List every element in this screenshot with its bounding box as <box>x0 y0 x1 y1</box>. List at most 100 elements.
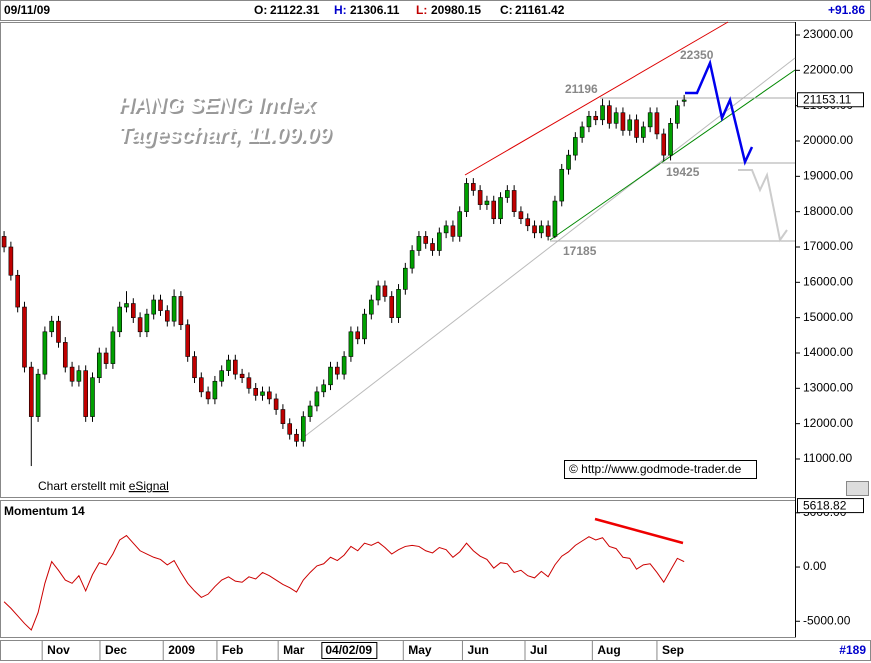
time-bar <box>0 640 871 661</box>
candle-body <box>586 115 592 128</box>
candle-body <box>566 154 571 170</box>
candle-body <box>130 303 136 318</box>
candle-body <box>90 377 95 417</box>
scale-icon[interactable] <box>846 481 869 496</box>
candle-body <box>464 183 469 212</box>
candle-body <box>634 119 639 138</box>
candle-body <box>661 133 667 156</box>
candle-body <box>613 112 619 124</box>
candle-body <box>341 356 347 375</box>
candle-body <box>280 409 286 424</box>
subtitle: Tageschart, 11.09.09 <box>118 122 332 147</box>
candle-body <box>443 225 449 234</box>
y-tick-label: 12000.00 <box>803 416 853 430</box>
x-tick-label: 2009 <box>168 643 195 657</box>
candle-body <box>505 190 510 198</box>
candle-body <box>396 289 401 318</box>
candle-body <box>416 236 422 251</box>
subtitle-shadow: Tageschart, 11.09.09 <box>120 124 334 149</box>
candle-body <box>552 200 558 237</box>
candle-body <box>8 246 14 276</box>
candle-body <box>56 320 61 343</box>
momentum-line <box>3 534 685 631</box>
y-tick-label: 20000.00 <box>803 133 853 147</box>
y-tick-label: 14000.00 <box>803 345 853 359</box>
candle-body <box>518 211 524 220</box>
candle-body <box>15 274 20 308</box>
header-open: 21122.31 <box>270 3 320 17</box>
candle-body <box>545 225 551 237</box>
title-shadow: HANG SENG Index <box>120 94 318 119</box>
y-tick-label: 15000.00 <box>803 310 853 324</box>
candle-body <box>1 236 7 248</box>
candle-body <box>375 285 381 301</box>
candle-body <box>144 313 150 333</box>
credit-link: eSignal <box>129 479 169 493</box>
header-high: 21306.11 <box>350 3 400 17</box>
candle-body <box>239 373 245 379</box>
watermark: © http://www.godmode-trader.de <box>569 462 742 476</box>
candle-body <box>314 391 320 407</box>
candle-body <box>484 200 490 205</box>
candle-body <box>593 115 599 121</box>
y-tick-label: -5000.00 <box>803 613 851 627</box>
candle-body <box>62 342 68 368</box>
candle-body <box>301 416 306 442</box>
candle-body <box>219 370 225 382</box>
x-tick-label: Dec <box>105 643 127 657</box>
y-tick-label: 23000.00 <box>803 27 853 41</box>
candle-body <box>212 380 218 400</box>
header-change: +91.86 <box>828 3 865 17</box>
candle-body <box>511 190 517 212</box>
candle-body <box>532 225 537 234</box>
candle-body <box>246 377 252 389</box>
price-panel <box>0 22 796 498</box>
candle-body <box>450 225 456 237</box>
candle-body <box>498 197 503 220</box>
candle-body <box>491 200 497 220</box>
candle-body <box>579 126 585 138</box>
header-date: 09/11/09 <box>4 3 50 17</box>
candle-body <box>164 310 170 322</box>
annotation: 19425 <box>666 165 700 179</box>
y-tick-label: 18000.00 <box>803 204 853 218</box>
annotation: 22350 <box>680 48 714 62</box>
y-tick-label: 17000.00 <box>803 239 853 253</box>
candle-body <box>573 137 578 156</box>
watermark-box <box>564 460 757 479</box>
candle-body <box>430 243 435 251</box>
candle-body <box>437 232 442 251</box>
header-high-label: H: <box>334 3 347 17</box>
x-tick-label: Feb <box>222 643 243 657</box>
candle-body <box>457 211 463 237</box>
candle-body <box>409 250 415 269</box>
channel-upper <box>464 21 729 176</box>
last-value-box <box>797 92 864 108</box>
credit-text: Chart erstellt mit <box>38 479 126 493</box>
cursor-box <box>321 642 378 659</box>
candle-body <box>328 366 333 386</box>
y-tick-label: 16000.00 <box>803 274 853 288</box>
y-tick-label: 11000.00 <box>803 451 852 465</box>
candle-body <box>321 384 327 393</box>
x-tick-label: Jul <box>530 643 547 657</box>
candle-body <box>668 123 673 156</box>
trend-line <box>299 57 796 441</box>
candle-body <box>389 296 395 318</box>
candle-body <box>192 356 197 379</box>
divergence-line <box>594 517 684 545</box>
candle-body <box>273 398 279 410</box>
candle-body <box>348 331 354 357</box>
candle-body <box>647 112 653 128</box>
annotation: 17185 <box>563 244 597 258</box>
header-low: 20980.15 <box>431 3 481 17</box>
candle-body <box>423 236 429 244</box>
candle-body <box>49 320 54 333</box>
candle-body <box>151 299 156 315</box>
candle-body <box>307 405 313 417</box>
candle-body <box>355 331 361 340</box>
candle-body <box>233 359 238 375</box>
candle-body <box>110 331 116 364</box>
candle-body <box>471 183 476 191</box>
